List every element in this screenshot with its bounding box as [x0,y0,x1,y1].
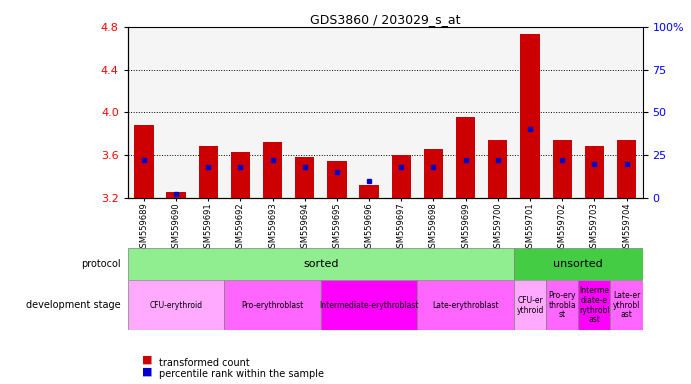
Text: development stage: development stage [26,300,121,310]
Bar [328,161,347,198]
Text: percentile rank within the sample: percentile rank within the sample [159,369,324,379]
Bar [198,146,218,198]
Bar [546,280,578,330]
Text: sorted: sorted [303,259,339,269]
Bar [456,117,475,198]
Bar [321,280,417,330]
Bar [424,149,443,198]
Bar [514,280,546,330]
Text: Interme
diate-e
rythrobl
ast: Interme diate-e rythrobl ast [579,286,609,324]
Bar [585,146,604,198]
Bar [392,155,411,198]
Bar [128,280,225,330]
Bar [231,152,250,198]
Bar [263,142,282,198]
Title: GDS3860 / 203029_s_at: GDS3860 / 203029_s_at [310,13,460,26]
Text: Late-erythroblast: Late-erythroblast [433,301,499,310]
Bar [578,280,610,330]
Bar [488,140,507,198]
Text: Pro-ery
throbla
st: Pro-ery throbla st [549,291,576,319]
Bar [167,192,186,198]
Text: ■: ■ [142,355,152,365]
Bar [128,248,514,280]
Bar [617,140,636,198]
Text: ■: ■ [142,366,152,376]
Bar [359,185,379,198]
Bar [520,34,540,198]
Bar [417,280,514,330]
Text: transformed count: transformed count [159,358,249,368]
Text: protocol: protocol [82,259,121,269]
Bar [295,157,314,198]
Bar [225,280,321,330]
Bar [553,140,572,198]
Bar [514,248,643,280]
Bar [610,280,643,330]
Text: Pro-erythroblast: Pro-erythroblast [241,301,304,310]
Text: Intermediate-erythroblast: Intermediate-erythroblast [319,301,419,310]
Bar [134,125,153,198]
Text: unsorted: unsorted [553,259,603,269]
Text: CFU-erythroid: CFU-erythroid [149,301,202,310]
Text: CFU-er
ythroid: CFU-er ythroid [516,296,544,314]
Text: Late-er
ythrobl
ast: Late-er ythrobl ast [613,291,641,319]
